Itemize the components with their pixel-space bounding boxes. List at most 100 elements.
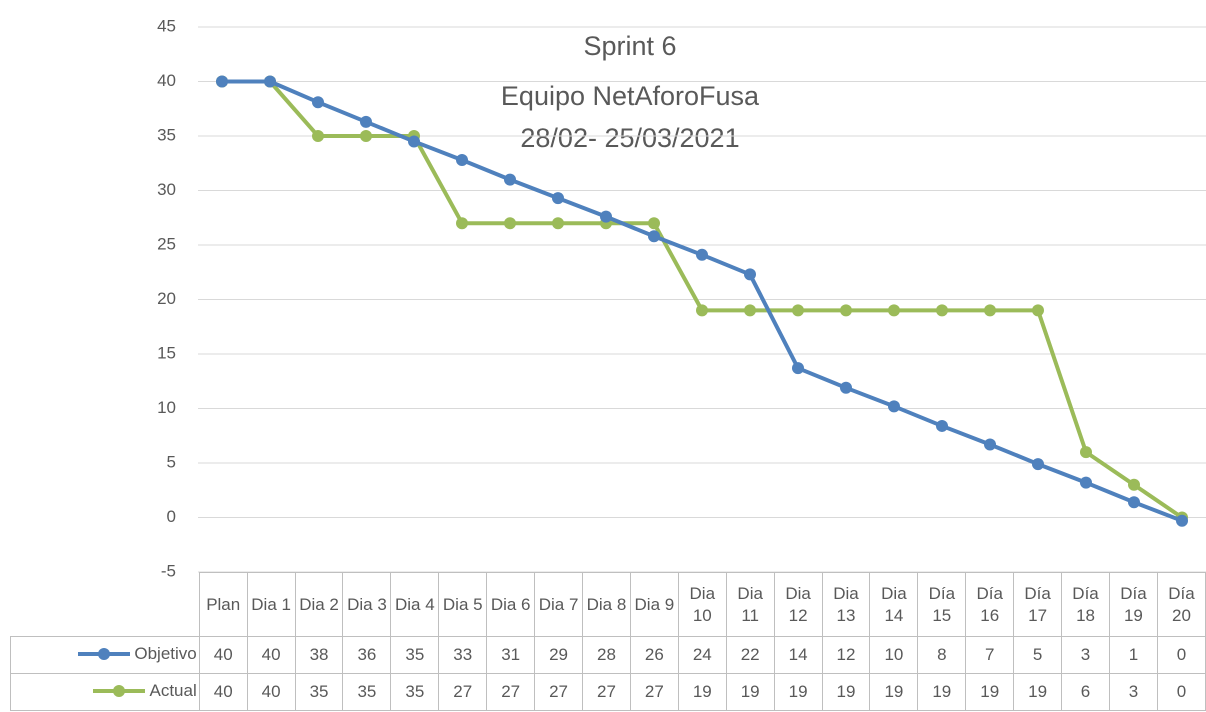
data-point xyxy=(360,115,372,128)
data-point xyxy=(1176,514,1188,527)
x-tick-label: Día 18 xyxy=(1061,572,1110,637)
table-value: 19 xyxy=(917,673,967,711)
table-value: 27 xyxy=(629,673,679,711)
table-value: 35 xyxy=(390,673,440,711)
data-point xyxy=(840,304,852,317)
data-point xyxy=(648,217,660,230)
x-tick-label: Dia 11 xyxy=(725,572,775,637)
data-point xyxy=(360,130,372,142)
legend: Actual xyxy=(91,680,197,702)
table-value: 24 xyxy=(677,636,727,674)
table-value: 1 xyxy=(1108,636,1158,674)
corner xyxy=(10,572,200,637)
table-value: 19 xyxy=(1013,673,1063,711)
x-tick-label: Dia 7 xyxy=(534,572,584,637)
table-value: 10 xyxy=(869,636,919,674)
table-value: 35 xyxy=(390,636,440,674)
y-tick-label: 30 xyxy=(157,180,176,199)
data-point xyxy=(1080,476,1092,489)
table-value: 19 xyxy=(773,673,823,711)
data-point xyxy=(696,304,708,317)
legend-entry: Actual xyxy=(10,673,200,711)
data-point xyxy=(984,438,996,451)
data-point xyxy=(888,304,900,317)
table-value: 8 xyxy=(917,636,967,674)
table-value: 14 xyxy=(773,636,823,674)
table-value: 27 xyxy=(486,673,536,711)
x-tick-label: Dia 10 xyxy=(677,572,727,637)
table-value: 38 xyxy=(294,636,344,674)
table-value: 3 xyxy=(1061,636,1110,674)
chart-title: Sprint 6 xyxy=(583,31,676,61)
table-value: 3 xyxy=(1108,673,1158,711)
table-value: 22 xyxy=(725,636,775,674)
data-point xyxy=(552,192,564,205)
table-value: 27 xyxy=(534,673,584,711)
table-value: 29 xyxy=(534,636,584,674)
data-point xyxy=(1032,458,1044,471)
table-value: 31 xyxy=(486,636,536,674)
y-tick-label: 45 xyxy=(157,16,176,35)
table-value: 40 xyxy=(246,636,296,674)
table-value: 19 xyxy=(677,673,727,711)
x-tick-label: Dia 14 xyxy=(869,572,919,637)
x-tick-label: Día 15 xyxy=(917,572,967,637)
table-value: 7 xyxy=(965,636,1015,674)
data-point xyxy=(792,304,804,317)
table-value: 40 xyxy=(198,673,248,711)
table-value: 0 xyxy=(1156,673,1206,711)
data-point xyxy=(744,268,756,281)
x-tick-label: Día 20 xyxy=(1156,572,1206,637)
y-tick-label: 40 xyxy=(157,71,176,90)
table-value: 0 xyxy=(1156,636,1206,674)
data-point xyxy=(264,75,276,88)
x-tick-label: Día 19 xyxy=(1108,572,1158,637)
table-value: 19 xyxy=(965,673,1015,711)
data-point xyxy=(504,217,516,230)
chart-title: Equipo NetAforoFusa xyxy=(501,81,760,111)
x-tick-label: Dia 4 xyxy=(390,572,440,637)
data-point xyxy=(744,304,756,317)
legend-label: Actual xyxy=(149,681,197,700)
x-tick-label: Día 17 xyxy=(1013,572,1063,637)
data-point xyxy=(456,153,468,166)
x-tick-label: Dia 5 xyxy=(438,572,488,637)
y-tick-label: 20 xyxy=(157,289,176,308)
data-point xyxy=(216,75,228,88)
x-tick-label: Plan xyxy=(198,572,248,637)
table-value: 35 xyxy=(342,673,392,711)
table-value: 19 xyxy=(821,673,871,711)
table-value: 6 xyxy=(1061,673,1110,711)
data-point xyxy=(936,304,948,317)
y-tick-label: 25 xyxy=(157,234,176,253)
data-point xyxy=(600,210,612,223)
data-point xyxy=(1128,478,1140,491)
table-value: 35 xyxy=(294,673,344,711)
legend-swatch xyxy=(93,685,146,697)
table-value: 19 xyxy=(869,673,919,711)
legend-entry: Objetivo xyxy=(10,636,200,674)
y-tick-label: 35 xyxy=(157,125,176,144)
legend: Objetivo xyxy=(76,643,197,665)
legend-marker xyxy=(98,648,111,660)
y-tick-label: 10 xyxy=(157,398,176,417)
table-value: 33 xyxy=(438,636,488,674)
x-tick-label: Dia 13 xyxy=(821,572,871,637)
data-point xyxy=(312,96,324,109)
table-value: 27 xyxy=(438,673,488,711)
x-tick-label: Dia 12 xyxy=(773,572,823,637)
x-tick-label: Dia 3 xyxy=(342,572,392,637)
legend-swatch xyxy=(78,648,131,660)
table-value: 26 xyxy=(629,636,679,674)
data-point xyxy=(312,130,324,142)
table-value: 5 xyxy=(1013,636,1063,674)
table-value: 28 xyxy=(582,636,631,674)
data-point xyxy=(792,362,804,375)
data-point xyxy=(936,419,948,432)
y-tick-label: 5 xyxy=(167,452,176,471)
data-point xyxy=(456,217,468,230)
x-tick-label: Dia 9 xyxy=(629,572,679,637)
legend-label: Objetivo xyxy=(134,644,197,663)
table-value: 40 xyxy=(246,673,296,711)
